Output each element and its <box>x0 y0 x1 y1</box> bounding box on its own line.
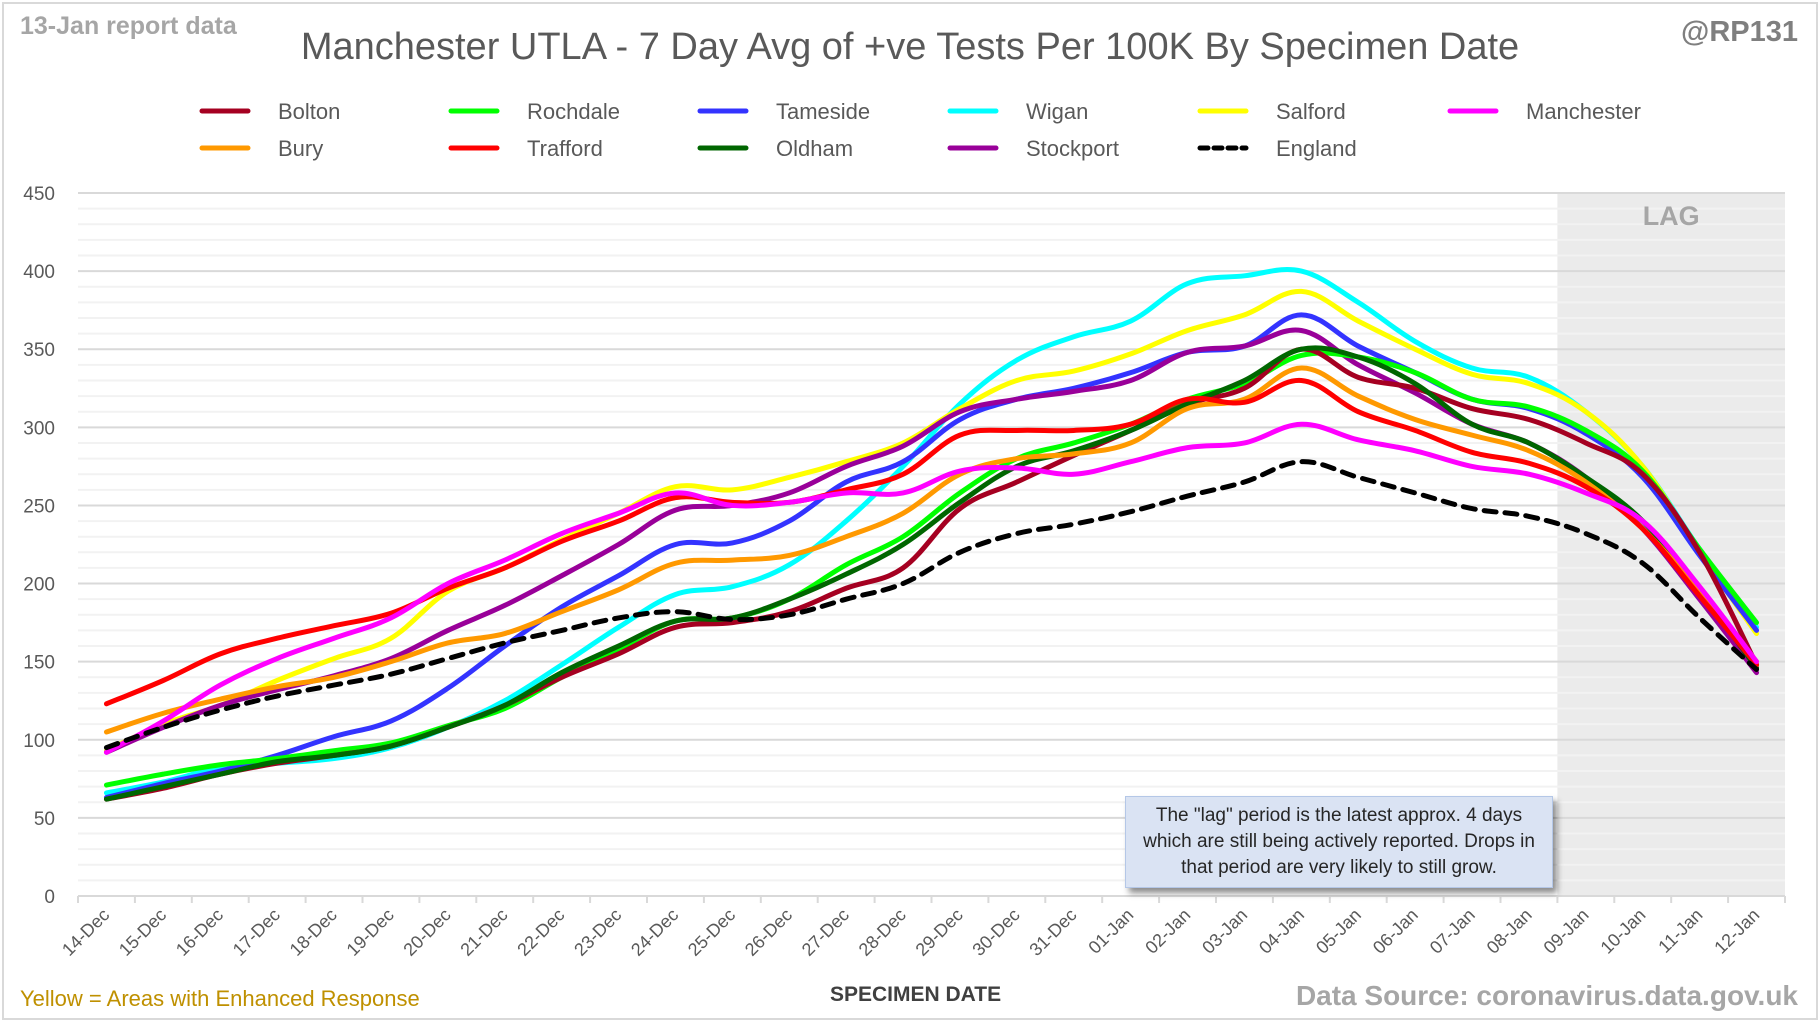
x-tick-label: 12-Jan <box>1710 905 1763 958</box>
x-tick-label: 10-Jan <box>1597 905 1650 958</box>
author-handle: @RP131 <box>1681 16 1798 48</box>
x-tick-label: 07-Jan <box>1426 905 1479 958</box>
series-lines <box>103 267 1760 802</box>
lag-note: The "lag" period is the latest approx. 4… <box>1125 796 1553 888</box>
legend-label: Trafford <box>527 136 603 161</box>
x-tick-label: 24-Dec <box>627 905 682 960</box>
legend-label: Bury <box>278 136 323 161</box>
x-tick-label: 21-Dec <box>456 905 511 960</box>
x-tick-label: 02-Jan <box>1141 905 1194 958</box>
x-tick-label: 14-Dec <box>58 905 113 960</box>
data-source: Data Source: coronavirus.data.gov.uk <box>1295 980 1798 1011</box>
x-tick-label: 04-Jan <box>1255 905 1308 958</box>
series-line-tameside <box>103 312 1760 801</box>
legend-label: England <box>1276 136 1357 161</box>
x-tick-label: 08-Jan <box>1483 905 1536 958</box>
x-tick-label: 26-Dec <box>741 905 796 960</box>
chart-title: Manchester UTLA - 7 Day Avg of +ve Tests… <box>300 26 1520 68</box>
lag-region <box>1557 193 1785 896</box>
legend-item-tameside: Tameside <box>697 99 870 124</box>
y-tick-label: 150 <box>23 653 55 674</box>
series-line-manchester <box>103 421 1760 755</box>
x-tick-label: 22-Dec <box>513 905 568 960</box>
legend-label: Tameside <box>776 99 870 124</box>
legend-item-trafford: Trafford <box>448 136 603 161</box>
legend-label: Oldham <box>776 136 853 161</box>
enhanced-response-note: Yellow = Areas with Enhanced Response <box>20 986 420 1011</box>
x-tick-label: 27-Dec <box>798 905 853 960</box>
x-tick-label: 29-Dec <box>912 905 967 960</box>
x-tick-label: 25-Dec <box>684 905 739 960</box>
legend-label: Manchester <box>1526 99 1641 124</box>
legend-label: Bolton <box>278 99 340 124</box>
legend-item-stockport: Stockport <box>947 136 1119 161</box>
lag-shading <box>1557 193 1785 896</box>
y-tick-label: 100 <box>23 731 55 752</box>
series-line-rochdale <box>103 350 1760 788</box>
x-tick-label: 05-Jan <box>1312 905 1365 958</box>
series-line-wigan <box>103 267 1760 796</box>
y-tick-label: 350 <box>23 340 55 361</box>
x-axis-title: SPECIMEN DATE <box>830 983 1002 1006</box>
legend-item-england: England <box>1197 136 1357 161</box>
y-tick-label: 250 <box>23 496 55 517</box>
legend-item-rochdale: Rochdale <box>448 99 620 124</box>
series-line-england <box>103 459 1760 751</box>
x-tick-label: 09-Jan <box>1540 905 1593 958</box>
lag-label: LAG <box>1643 201 1700 231</box>
y-tick-label: 450 <box>23 184 55 205</box>
legend: Bolton Rochdale Tameside Wigan Salford Manche… <box>199 99 1641 161</box>
legend-item-oldham: Oldham <box>697 136 853 161</box>
x-tick-label: 28-Dec <box>855 905 910 960</box>
x-tick-label: 16-Dec <box>172 905 227 960</box>
report-date-label: 13-Jan report data <box>20 12 237 40</box>
x-tick-label: 17-Dec <box>229 905 284 960</box>
legend-label: Salford <box>1276 99 1346 124</box>
series-line-oldham <box>103 345 1760 802</box>
x-tick-label: 15-Dec <box>115 905 170 960</box>
x-tick-label: 11-Jan <box>1654 905 1706 957</box>
legend-item-salford: Salford <box>1197 99 1346 124</box>
y-tick-label: 50 <box>34 809 55 830</box>
y-tick-label: 300 <box>23 418 55 439</box>
x-tick-label: 23-Dec <box>570 905 625 960</box>
x-tick-label: 03-Jan <box>1198 905 1251 958</box>
legend-item-bury: Bury <box>199 136 323 161</box>
x-tick-label: 06-Jan <box>1369 905 1422 958</box>
y-tick-label: 400 <box>23 262 55 283</box>
x-tick-label: 20-Dec <box>400 905 455 960</box>
y-tick-label: 200 <box>23 575 55 596</box>
x-tick-label: 01-Jan <box>1084 905 1137 958</box>
x-tick-label: 18-Dec <box>286 905 341 960</box>
x-tick-label: 31-Dec <box>1025 905 1080 960</box>
legend-label: Wigan <box>1026 99 1088 124</box>
series-line-bury <box>103 365 1760 735</box>
legend-item-wigan: Wigan <box>947 99 1088 124</box>
legend-label: Rochdale <box>527 99 620 124</box>
legend-label: Stockport <box>1026 136 1119 161</box>
legend-item-manchester: Manchester <box>1447 99 1641 124</box>
x-tick-label: 30-Dec <box>969 905 1024 960</box>
x-tick-label: 19-Dec <box>343 905 398 960</box>
y-tick-label: 0 <box>44 887 55 908</box>
series-line-trafford <box>103 377 1760 707</box>
legend-item-bolton: Bolton <box>199 99 340 124</box>
